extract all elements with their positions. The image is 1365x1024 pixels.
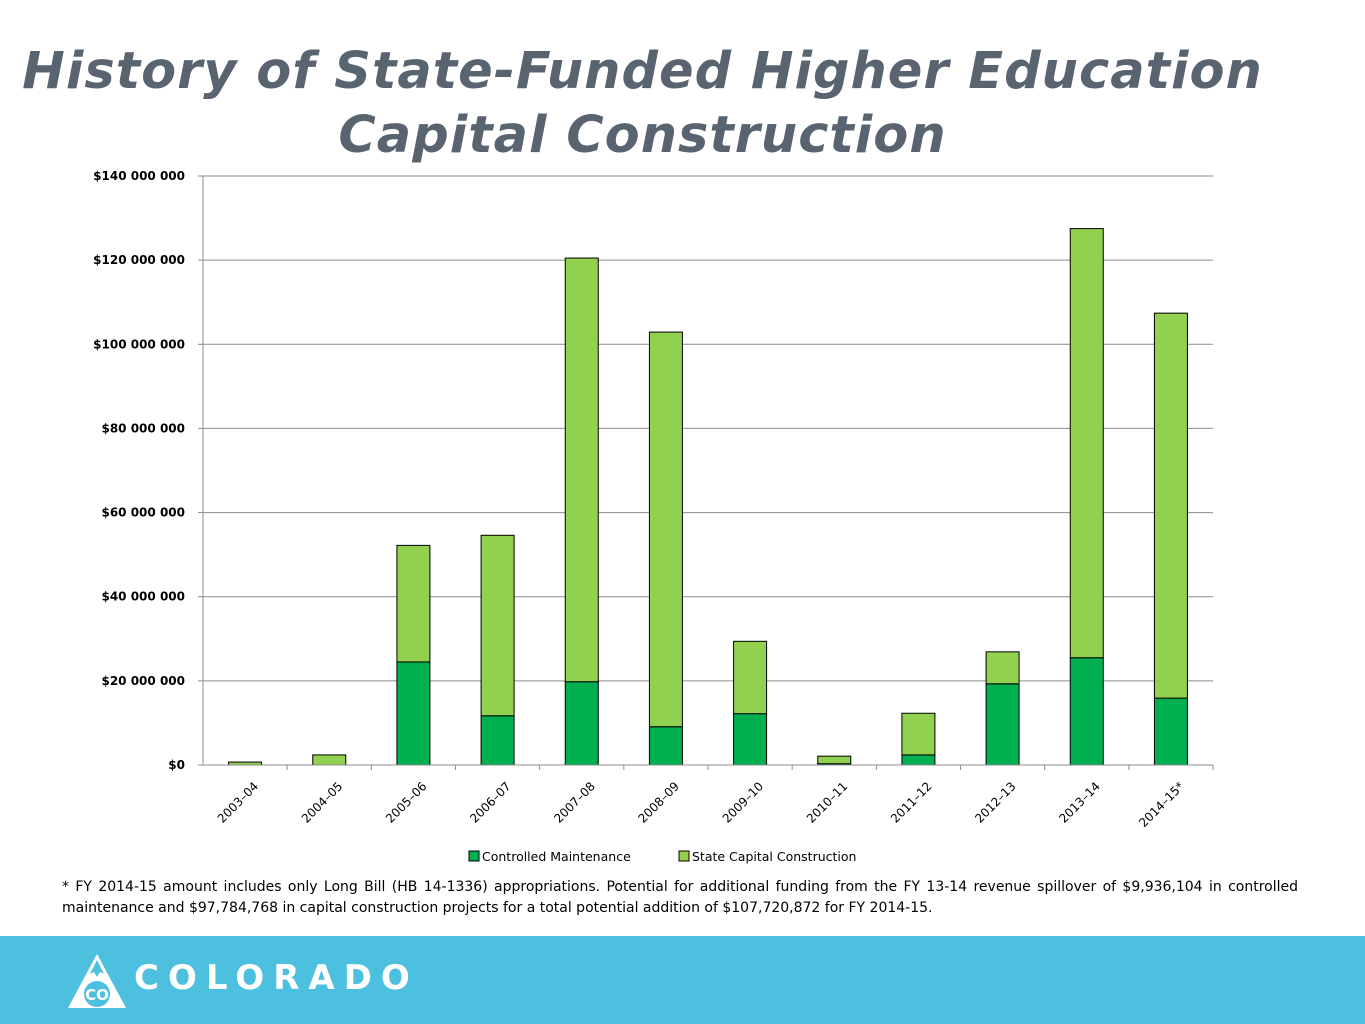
y-tick-label: $20 000 000 bbox=[101, 674, 185, 688]
bar-state-capital-construction bbox=[396, 544, 431, 663]
legend-swatch bbox=[468, 850, 480, 862]
x-tick-label: 2014–15* bbox=[1136, 779, 1187, 830]
bar-state-capital-construction bbox=[648, 331, 683, 728]
y-tick-label: $40 000 000 bbox=[101, 590, 185, 604]
bar-controlled-maintenance bbox=[901, 754, 936, 766]
bar-controlled-maintenance bbox=[985, 683, 1020, 766]
bar-controlled-maintenance bbox=[564, 681, 599, 766]
x-tick-label: 2004–05 bbox=[299, 779, 346, 826]
title-line-2: Capital Construction bbox=[338, 106, 947, 165]
chart-grid bbox=[203, 175, 1213, 766]
chart-bars bbox=[228, 228, 1188, 766]
bar-controlled-maintenance bbox=[480, 715, 515, 766]
y-tick-label: $100 000 000 bbox=[93, 337, 185, 351]
bar-controlled-maintenance bbox=[733, 713, 768, 766]
footer-bar: CO COLORADO bbox=[0, 936, 1365, 1024]
y-tick-label: $140 000 000 bbox=[93, 169, 185, 183]
x-tick-label: 2003–04 bbox=[215, 779, 262, 826]
y-tick-label: $60 000 000 bbox=[101, 506, 185, 520]
chart-legend: Controlled Maintenance State Capital Cons… bbox=[468, 849, 856, 864]
bar-state-capital-construction bbox=[480, 534, 515, 717]
footnote: * FY 2014-15 amount includes only Long B… bbox=[62, 879, 1298, 916]
bar-state-capital-construction bbox=[1153, 312, 1188, 699]
x-tick-label: 2011–12 bbox=[888, 779, 935, 826]
x-tick-label: 2009–10 bbox=[720, 779, 767, 826]
logo-badge-text: CO bbox=[85, 986, 109, 1004]
x-tick-label: 2013–14 bbox=[1056, 779, 1103, 826]
bar-controlled-maintenance bbox=[648, 726, 683, 766]
title-line-1: History of State-Funded Higher Education bbox=[22, 42, 1263, 101]
page-title: History of State-Funded Higher Education… bbox=[0, 40, 1285, 168]
bar-state-capital-construction bbox=[901, 712, 936, 756]
y-tick-label: $120 000 000 bbox=[93, 253, 185, 267]
bar-controlled-maintenance bbox=[396, 661, 431, 766]
x-tick-labels: 2003–04 2004–05 2005–06 2006–07 2007–08 2008–… bbox=[215, 779, 1187, 830]
x-tick-label: 2005–06 bbox=[383, 779, 430, 826]
bar-state-capital-construction bbox=[312, 754, 347, 766]
colorado-mountain-logo-icon: CO bbox=[68, 954, 126, 1008]
stacked-bar-chart: $0 $20 000 000 $40 000 000 $60 000 000 $80 0… bbox=[93, 169, 1214, 864]
y-tick-labels: $0 $20 000 000 $40 000 000 $60 000 000 $80 0… bbox=[93, 169, 185, 772]
chart-axes bbox=[198, 175, 1214, 770]
y-tick-label: $80 000 000 bbox=[101, 421, 185, 435]
bar-state-capital-construction bbox=[817, 755, 852, 765]
colorado-wordmark: COLORADO bbox=[134, 958, 419, 998]
bar-state-capital-construction bbox=[733, 640, 768, 715]
y-tick-label: $0 bbox=[168, 758, 185, 772]
legend-label: Controlled Maintenance bbox=[482, 849, 631, 864]
bar-state-capital-construction bbox=[1069, 228, 1104, 659]
legend-swatch bbox=[678, 850, 690, 862]
bar-state-capital-construction bbox=[985, 651, 1020, 685]
bar-controlled-maintenance bbox=[1153, 697, 1188, 766]
bar-controlled-maintenance bbox=[1069, 657, 1104, 766]
x-tick-label: 2006–07 bbox=[467, 779, 514, 826]
legend-label: State Capital Construction bbox=[692, 849, 856, 864]
x-tick-label: 2007–08 bbox=[551, 779, 598, 826]
x-tick-label: 2010–11 bbox=[804, 779, 851, 826]
bar-state-capital-construction bbox=[564, 257, 599, 683]
x-tick-label: 2012–13 bbox=[972, 779, 1019, 826]
x-tick-label: 2008–09 bbox=[636, 779, 683, 826]
